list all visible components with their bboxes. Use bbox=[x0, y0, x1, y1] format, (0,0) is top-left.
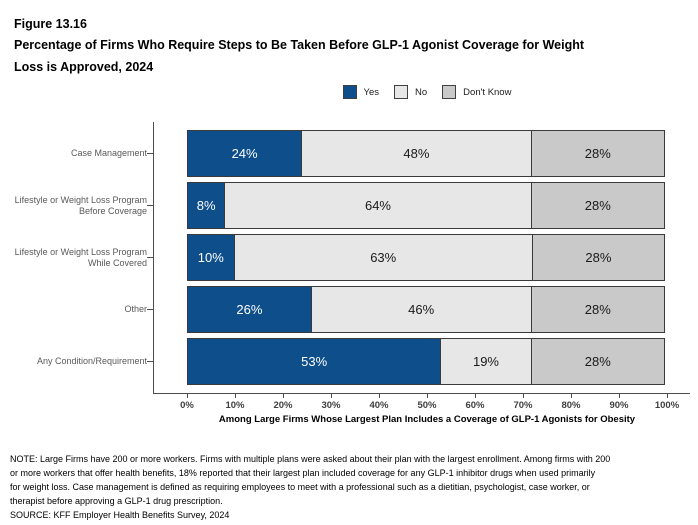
x-tick-mark bbox=[187, 394, 188, 398]
x-tick-label: 60% bbox=[465, 400, 485, 411]
bar-segment-yes: 10% bbox=[187, 234, 235, 281]
bar-segment-no: 64% bbox=[224, 182, 532, 229]
stacked-bar: 24% 48% 28% bbox=[187, 130, 667, 177]
chart-row: Other 26% 46% 28% bbox=[0, 286, 698, 333]
note-line: NOTE: Large Firms have 200 or more worke… bbox=[10, 454, 611, 464]
bar-segment-yes: 26% bbox=[187, 286, 312, 333]
stacked-bar: 8% 64% 28% bbox=[187, 182, 667, 229]
x-tick-mark bbox=[523, 394, 524, 398]
legend-label: Don't Know bbox=[463, 86, 512, 98]
category-label: Lifestyle or Weight Loss Program While C… bbox=[14, 246, 147, 268]
x-tick-label: 30% bbox=[321, 400, 341, 411]
note-line: therapist before approving a GLP-1 drug … bbox=[10, 496, 223, 506]
x-tick-mark bbox=[283, 394, 284, 398]
x-tick-label: 100% bbox=[654, 400, 680, 411]
bar-segment-yes: 53% bbox=[187, 338, 442, 385]
legend-label: No bbox=[415, 86, 428, 98]
x-tick-mark bbox=[667, 394, 668, 398]
bar-value-label: 24% bbox=[231, 146, 258, 161]
bar-value-label: 28% bbox=[585, 250, 612, 265]
x-tick-mark bbox=[619, 394, 620, 398]
bar-value-label: 28% bbox=[584, 146, 611, 161]
legend-swatch bbox=[442, 85, 457, 99]
chart-legend: Yes No Don't Know bbox=[187, 85, 667, 99]
category-label: Any Condition/Requirement bbox=[36, 356, 147, 366]
legend-item-don-t-know: Don't Know bbox=[442, 85, 511, 99]
x-tick-label: 0% bbox=[180, 400, 194, 411]
chart-row: Any Condition/Requirement 53% 19% 28% bbox=[0, 338, 698, 385]
bar-value-label: 28% bbox=[584, 354, 611, 369]
y-axis-tick bbox=[147, 309, 153, 310]
bar-value-label: 46% bbox=[408, 302, 435, 317]
category-label: Lifestyle or Weight Loss Program Before … bbox=[14, 194, 147, 216]
figure-title: Percentage of Firms Who Require Steps to… bbox=[14, 38, 585, 74]
legend-swatch bbox=[342, 85, 357, 99]
bar-value-label: 19% bbox=[472, 354, 499, 369]
bar-value-label: 28% bbox=[584, 198, 611, 213]
stacked-bar: 10% 63% 28% bbox=[187, 234, 667, 281]
x-axis-title: Among Large Firms Whose Largest Plan Inc… bbox=[218, 414, 636, 425]
bar-segment-don-t-know: 28% bbox=[531, 234, 665, 281]
bar-segment-no: 63% bbox=[233, 234, 533, 281]
bar-segment-don-t-know: 28% bbox=[530, 182, 665, 229]
bar-segment-no: 46% bbox=[310, 286, 532, 333]
bar-value-label: 26% bbox=[236, 302, 263, 317]
bar-value-label: 53% bbox=[301, 354, 328, 369]
legend-item-no: No bbox=[394, 85, 427, 99]
bar-value-label: 8% bbox=[196, 198, 216, 213]
bar-segment-yes: 24% bbox=[187, 130, 303, 177]
x-tick-mark bbox=[379, 394, 380, 398]
stacked-bar: 53% 19% 28% bbox=[187, 338, 667, 385]
y-axis-line bbox=[153, 122, 154, 393]
category-label: Case Management bbox=[70, 148, 147, 158]
x-axis-line bbox=[153, 393, 690, 394]
y-axis-tick bbox=[147, 205, 153, 206]
x-tick-label: 20% bbox=[273, 400, 293, 411]
legend-swatch bbox=[394, 85, 409, 99]
x-tick-label: 80% bbox=[561, 400, 581, 411]
bar-segment-yes: 8% bbox=[187, 182, 226, 229]
legend-item-yes: Yes bbox=[342, 85, 380, 99]
x-tick-label: 70% bbox=[513, 400, 533, 411]
chart-row: Case Management 24% 48% 28% bbox=[0, 130, 698, 177]
bar-value-label: 64% bbox=[364, 198, 391, 213]
x-tick-mark bbox=[331, 394, 332, 398]
bar-value-label: 10% bbox=[197, 250, 224, 265]
x-tick-mark bbox=[475, 394, 476, 398]
x-tick-label: 90% bbox=[609, 400, 629, 411]
bar-value-label: 28% bbox=[584, 302, 611, 317]
figure-number: Figure 13.16 bbox=[14, 17, 87, 31]
footer-notes: NOTE: Large Firms have 200 or more worke… bbox=[10, 452, 692, 522]
chart-row: Lifestyle or Weight Loss Program While C… bbox=[0, 234, 698, 281]
bar-rows: Case Management 24% 48% 28% Lifestyle or Wei… bbox=[0, 130, 698, 385]
note-line: for weight loss. Case management is defi… bbox=[10, 482, 590, 492]
x-tick-mark bbox=[235, 394, 236, 398]
x-tick-mark bbox=[571, 394, 572, 398]
bar-segment-don-t-know: 28% bbox=[530, 286, 665, 333]
bar-value-label: 63% bbox=[370, 250, 397, 265]
figure-header: Figure 13.16 Percentage of Firms Who Req… bbox=[14, 14, 654, 78]
y-axis-tick bbox=[147, 153, 153, 154]
x-tick-label: 10% bbox=[225, 400, 245, 411]
x-tick-mark bbox=[427, 394, 428, 398]
source-text: SOURCE: KFF Employer Health Benefits Sur… bbox=[10, 510, 230, 520]
bar-segment-no: 19% bbox=[440, 338, 532, 385]
stacked-bar-chart: Case Management 24% 48% 28% Lifestyle or Wei… bbox=[0, 122, 698, 425]
note-line: or more workers that offer health benefi… bbox=[10, 468, 596, 478]
x-axis-ticks: 0% 10% 20% 30% 40% 50% 60% 70% 80% 90% 100% bbox=[180, 394, 679, 414]
stacked-bar: 26% 46% 28% bbox=[187, 286, 667, 333]
bar-segment-don-t-know: 28% bbox=[530, 130, 665, 177]
x-tick-label: 40% bbox=[369, 400, 389, 411]
bar-value-label: 48% bbox=[403, 146, 430, 161]
legend-label: Yes bbox=[363, 86, 380, 98]
bar-segment-no: 48% bbox=[301, 130, 532, 177]
y-axis-tick bbox=[147, 257, 153, 258]
bar-segment-don-t-know: 28% bbox=[530, 338, 665, 385]
chart-row: Lifestyle or Weight Loss Program Before … bbox=[0, 182, 698, 229]
note-text: NOTE: Large Firms have 200 or more worke… bbox=[10, 452, 692, 508]
y-axis-tick bbox=[147, 361, 153, 362]
category-label: Other bbox=[124, 304, 147, 314]
x-tick-label: 50% bbox=[417, 400, 437, 411]
